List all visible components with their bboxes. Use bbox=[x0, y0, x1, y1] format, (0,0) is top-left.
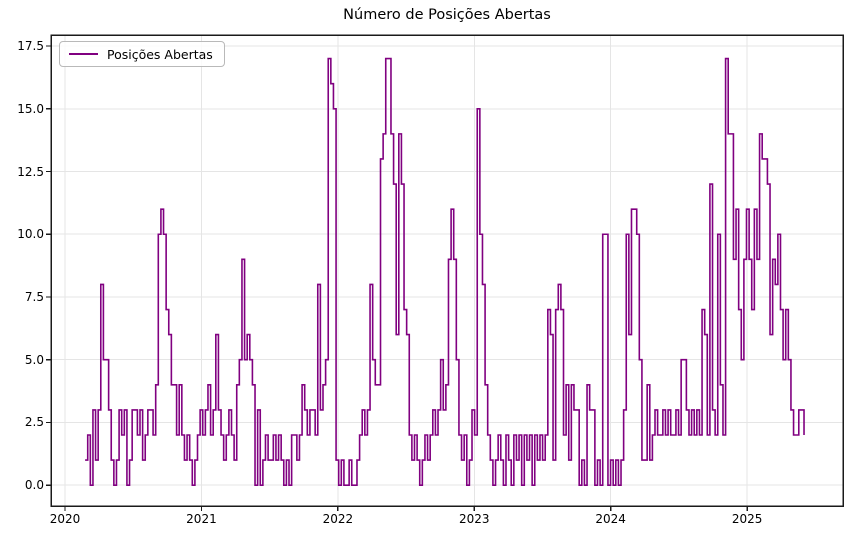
x-tick-label: 2020 bbox=[49, 512, 81, 526]
y-tick-label: 15.0 bbox=[17, 101, 44, 116]
legend-label: Posições Abertas bbox=[107, 46, 213, 62]
data-line bbox=[85, 57, 805, 486]
x-tick-label: 2022 bbox=[322, 512, 354, 526]
y-tick-label: 10.0 bbox=[17, 227, 44, 242]
x-tick-label: 2025 bbox=[731, 512, 763, 526]
x-tick-label: 2023 bbox=[459, 512, 490, 526]
axes-spines bbox=[50, 34, 844, 507]
y-tick-label: 5.0 bbox=[24, 352, 44, 367]
y-tick-label: 7.5 bbox=[24, 289, 44, 304]
y-tick-label: 0.0 bbox=[24, 478, 44, 493]
x-tick-label: 2024 bbox=[595, 512, 626, 526]
legend-line-sample bbox=[69, 53, 98, 55]
x-tick-label: 2021 bbox=[186, 512, 217, 526]
y-tick-label: 12.5 bbox=[17, 164, 44, 179]
legend: Posições Abertas bbox=[59, 41, 225, 67]
y-tick-label: 2.5 bbox=[24, 415, 44, 430]
chart-title: Número de Posições Abertas bbox=[343, 7, 551, 23]
y-tick-label: 17.5 bbox=[17, 39, 44, 54]
